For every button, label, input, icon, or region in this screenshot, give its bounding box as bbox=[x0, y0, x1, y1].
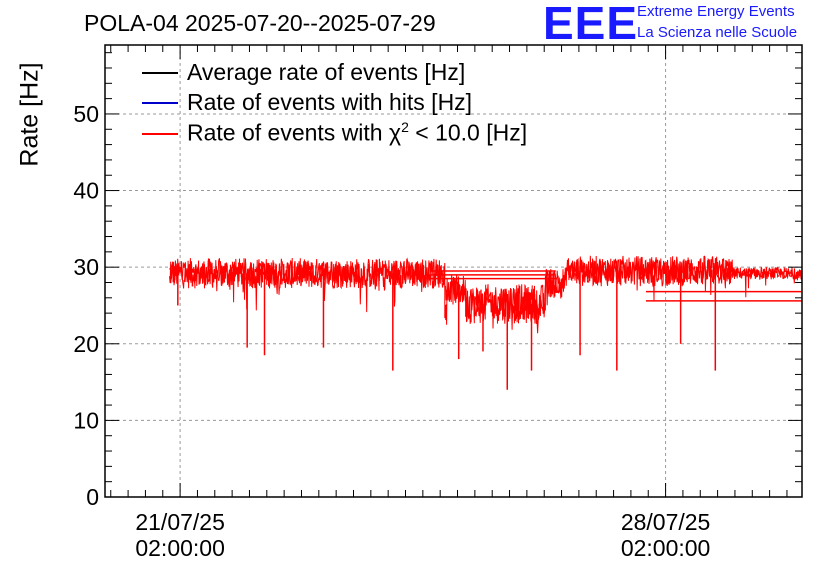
y-tick-label: 0 bbox=[86, 484, 99, 510]
x-tick-label-time: 02:00:00 bbox=[621, 535, 711, 561]
chart-title: POLA-04 2025-07-20--2025-07-29 bbox=[84, 10, 436, 36]
legend-swatch-average bbox=[142, 72, 178, 74]
y-tick-label: 40 bbox=[73, 178, 99, 204]
legend-swatch-hits bbox=[142, 102, 178, 104]
logo-line-2: La Scienza nelle Scuole bbox=[637, 24, 798, 41]
legend-chi2-prefix: Rate of events with χ bbox=[187, 119, 402, 146]
x-tick-label-date: 28/07/25 bbox=[621, 509, 711, 535]
y-tick-label: 50 bbox=[73, 101, 99, 127]
eee-logo: EEE bbox=[543, 0, 639, 49]
x-tick-label-time: 02:00:00 bbox=[135, 535, 225, 561]
legend-label-chi2: Rate of events with χ2 < 10.0 [Hz] bbox=[187, 119, 527, 147]
y-tick-label: 20 bbox=[73, 331, 99, 357]
y-tick-label: 30 bbox=[73, 254, 99, 280]
legend-label-average: Average rate of events [Hz] bbox=[187, 59, 466, 85]
legend-chi2-suffix: < 10.0 [Hz] bbox=[408, 119, 528, 146]
legend-chi2-superscript: 2 bbox=[401, 119, 409, 135]
logo-line-1: Extreme Energy Events bbox=[637, 3, 795, 20]
x-tick-label-date: 21/07/25 bbox=[135, 509, 225, 535]
y-tick-label: 10 bbox=[73, 407, 99, 433]
legend-label-hits: Rate of events with hits [Hz] bbox=[187, 89, 473, 115]
plot-frame bbox=[104, 44, 803, 498]
series-chi2-trace bbox=[169, 255, 803, 334]
y-axis-label: Rate [Hz] bbox=[15, 62, 44, 167]
legend-swatch-chi2 bbox=[142, 133, 178, 135]
